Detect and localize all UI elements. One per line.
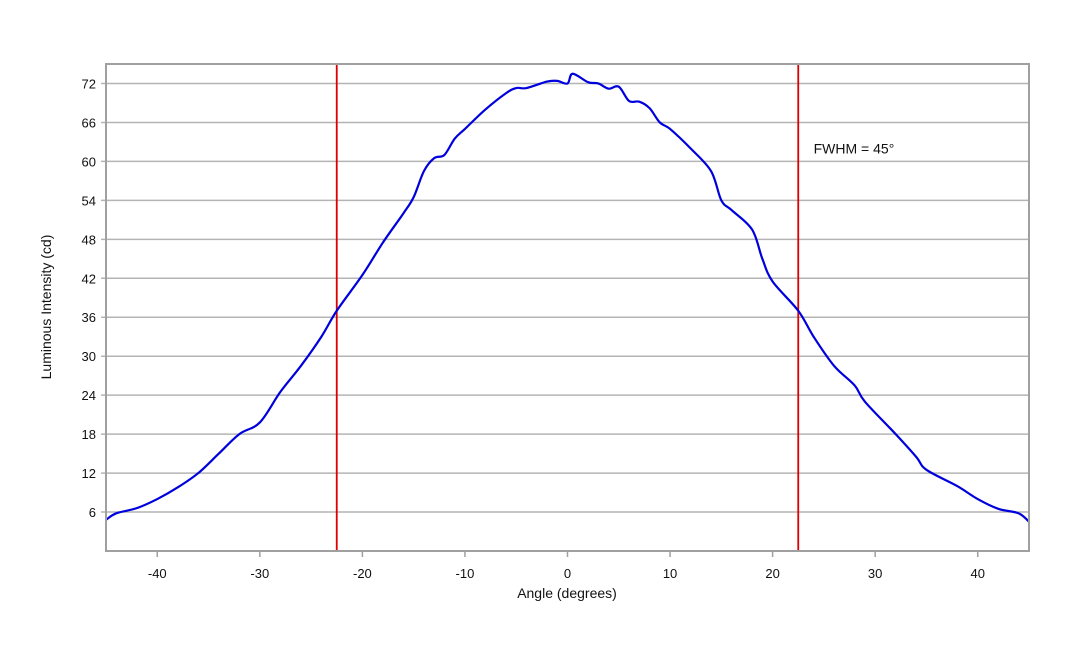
fwhm-annotation: FWHM = 45° xyxy=(814,140,895,156)
intensity-curve xyxy=(105,72,1030,523)
grid-lines xyxy=(101,82,1029,513)
y-tick-label: 36 xyxy=(82,310,96,325)
y-tick-label: 66 xyxy=(82,115,96,130)
x-tick-label: 0 xyxy=(564,566,571,581)
y-tick-label: 6 xyxy=(89,505,96,520)
x-tick-label: 10 xyxy=(663,566,677,581)
x-tick-label: 20 xyxy=(765,566,779,581)
fwhm-markers xyxy=(335,64,800,551)
y-tick-label: 30 xyxy=(82,349,96,364)
y-axis-label: Luminous Intensity (cd) xyxy=(38,235,54,380)
y-tick-label: 54 xyxy=(82,193,96,208)
x-tick-label: -10 xyxy=(456,566,475,581)
x-tick-label: -20 xyxy=(353,566,372,581)
y-axis-ticks: 6 12 18 24 30 36 42 48 54 60 66 72 xyxy=(82,76,96,520)
x-tick-label: -30 xyxy=(250,566,269,581)
y-tick-label: 12 xyxy=(82,466,96,481)
y-tick-label: 18 xyxy=(82,427,96,442)
plot-frame xyxy=(105,63,1030,552)
x-tick-label: -40 xyxy=(148,566,167,581)
y-tick-label: 72 xyxy=(82,76,96,91)
x-tick-label: 30 xyxy=(868,566,882,581)
y-tick-label: 48 xyxy=(82,232,96,247)
y-tick-label: 24 xyxy=(82,388,96,403)
x-axis-ticks: -40 -30 -20 -10 0 10 20 30 40 xyxy=(148,551,985,581)
y-tick-label: 42 xyxy=(82,271,96,286)
x-tick-label: 40 xyxy=(970,566,984,581)
x-axis-label: Angle (degrees) xyxy=(517,585,617,601)
y-tick-label: 60 xyxy=(82,154,96,169)
